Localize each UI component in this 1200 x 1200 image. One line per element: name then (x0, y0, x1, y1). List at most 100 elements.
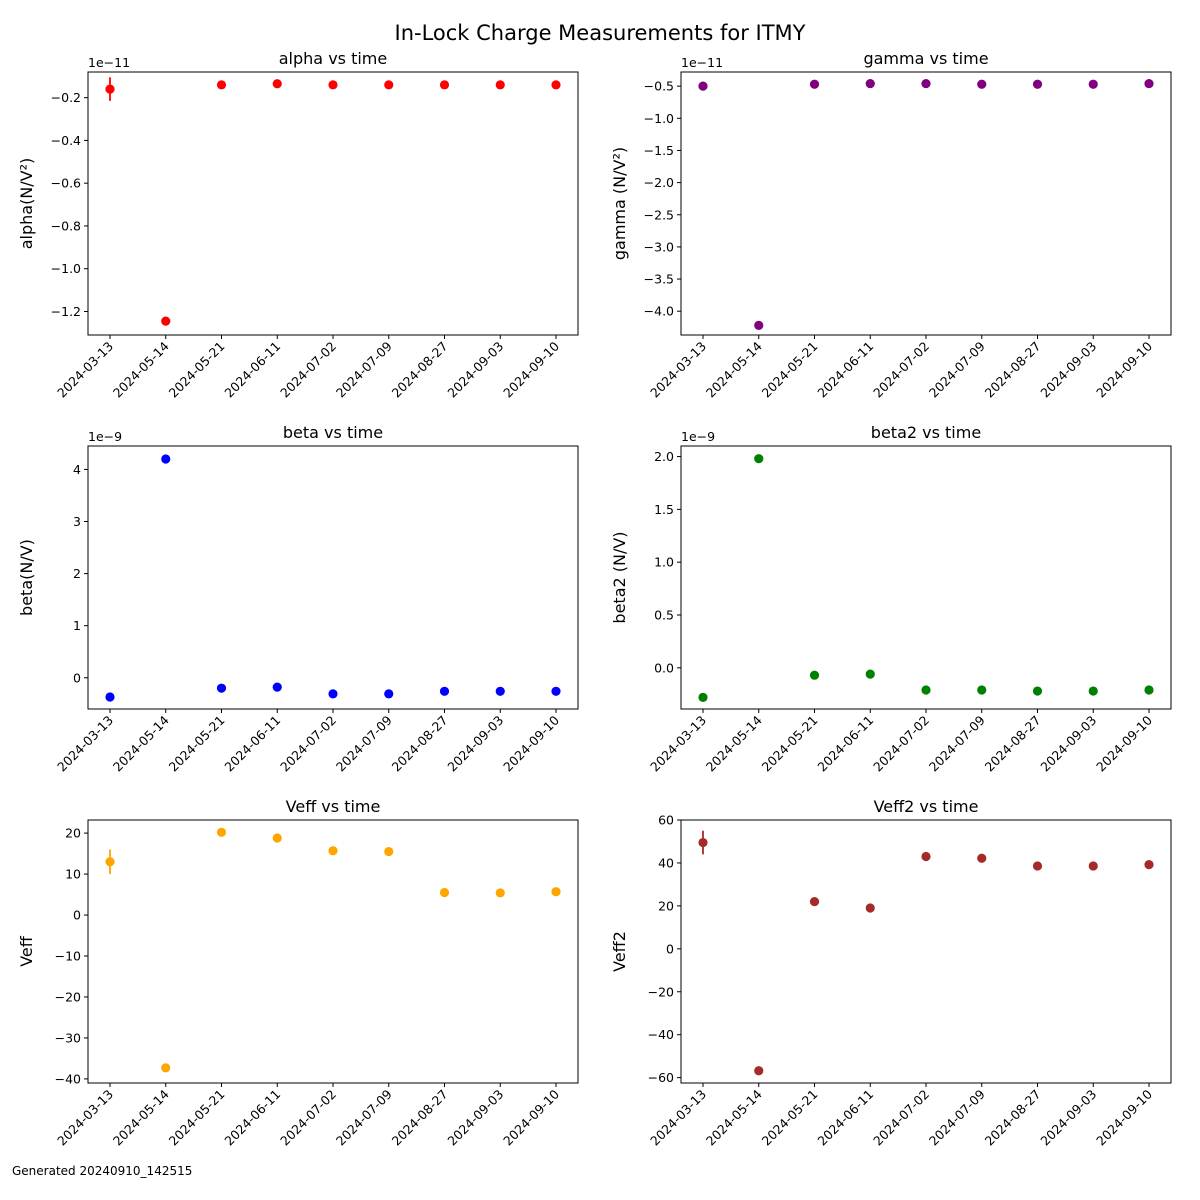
y-tick-label: −2.0 (644, 175, 674, 190)
x-tick-label: 2024-05-14 (110, 712, 172, 774)
subplot-title: beta vs time (283, 423, 383, 442)
y-tick-label: 4 (73, 462, 81, 477)
y-axis-label: Veff2 (610, 931, 629, 972)
data-point (754, 454, 764, 464)
x-tick-label: 2024-07-02 (870, 339, 932, 401)
data-point (495, 686, 505, 696)
y-tick-label: 40 (658, 855, 674, 870)
y-tick-label: −0.8 (51, 218, 81, 233)
subplot-title: gamma vs time (863, 49, 988, 68)
subplot-title: Veff vs time (286, 797, 381, 816)
x-tick-label: 2024-07-02 (277, 713, 339, 775)
data-point (495, 80, 505, 90)
x-tick-label: 2024-09-03 (1037, 1087, 1099, 1149)
x-tick-label: 2024-09-03 (1037, 713, 1099, 775)
x-tick-label: 2024-06-11 (814, 1087, 876, 1149)
x-tick-label: 2024-09-03 (444, 339, 506, 401)
subplot-title: Veff2 vs time (874, 797, 979, 816)
plot-frame (87, 71, 579, 336)
y-tick-label: 20 (65, 826, 81, 841)
x-tick-label: 2024-07-02 (277, 1087, 339, 1149)
data-point (216, 80, 227, 90)
data-point (1144, 860, 1154, 870)
data-point (1144, 78, 1154, 89)
plot-frame (87, 819, 579, 1084)
data-point (809, 79, 820, 89)
subplot-2: gamma vs time 1e−11 gamma (N/V²) −0.5 −1.0 −1… (610, 49, 1172, 401)
data-point (551, 686, 561, 696)
x-tick-label: 2024-06-11 (814, 713, 876, 775)
axis-offset-label: 1e−9 (88, 429, 122, 444)
data-point (105, 857, 115, 867)
y-tick-label: −30 (55, 1030, 81, 1045)
y-tick-label: 1 (73, 618, 81, 633)
plot-frame (680, 445, 1172, 710)
x-tick-label: 2024-05-14 (703, 338, 765, 400)
y-axis-label: Veff (17, 935, 36, 967)
plot-frame (680, 819, 1172, 1084)
data-point (1088, 686, 1098, 696)
data-point (328, 80, 338, 90)
axis-offset-label: 1e−11 (681, 55, 723, 70)
x-tick-label: 2024-05-14 (110, 1086, 172, 1148)
data-point (272, 833, 282, 843)
y-tick-label: 1.5 (654, 502, 674, 517)
data-point (216, 827, 227, 837)
data-point (495, 888, 505, 898)
y-tick-label: 0 (73, 908, 81, 923)
figure-title: In-Lock Charge Measurements for ITMY (395, 21, 806, 45)
y-axis-label: alpha(N/V²) (17, 158, 36, 250)
data-point (921, 851, 931, 862)
x-tick-label: 2024-08-27 (982, 713, 1044, 775)
subplot-grid: alpha vs time 1e−11 alpha(N/V²) −0.2 −0.4 −0.… (17, 49, 1172, 1149)
data-point (698, 837, 708, 848)
x-tick-label: 2024-08-27 (982, 339, 1044, 401)
data-point (551, 80, 561, 90)
x-tick-label: 2024-09-03 (444, 713, 506, 775)
data-point (1088, 79, 1098, 89)
y-tick-label: 60 (658, 813, 674, 828)
y-axis-label: beta2 (N/V) (610, 531, 629, 623)
data-point (754, 320, 764, 330)
y-tick-label: −0.6 (51, 176, 81, 191)
y-tick-label: −1.0 (644, 111, 674, 126)
y-tick-label: −0.5 (644, 79, 674, 94)
y-tick-label: −40 (648, 1027, 674, 1042)
x-tick-label: 2024-09-10 (500, 1086, 562, 1148)
x-tick-label: 2024-08-27 (982, 1087, 1044, 1149)
x-tick-label: 2024-06-11 (221, 339, 283, 401)
data-point (384, 846, 394, 857)
x-tick-label: 2024-05-14 (703, 1086, 765, 1148)
axis-offset-label: 1e−11 (88, 55, 130, 70)
y-tick-label: −40 (55, 1071, 81, 1086)
data-point (809, 896, 820, 907)
x-tick-label: 2024-05-21 (759, 1087, 821, 1149)
x-tick-label: 2024-07-02 (870, 713, 932, 775)
data-point (272, 682, 282, 692)
y-tick-label: −1.0 (51, 261, 81, 276)
data-point (551, 887, 561, 897)
x-tick-label: 2024-09-10 (1093, 712, 1155, 774)
subplot-title: alpha vs time (279, 49, 387, 68)
data-point (977, 685, 987, 695)
data-point (384, 689, 394, 699)
x-tick-label: 2024-05-14 (110, 338, 172, 400)
x-tick-label: 2024-05-21 (759, 339, 821, 401)
x-tick-label: 2024-06-11 (814, 339, 876, 401)
x-tick-label: 2024-07-09 (926, 712, 988, 774)
data-point (865, 903, 875, 913)
y-tick-label: 2 (73, 566, 81, 581)
data-point (977, 79, 987, 89)
data-point (977, 853, 987, 863)
subplot-1: alpha vs time 1e−11 alpha(N/V²) −0.2 −0.4 −0.… (17, 49, 579, 401)
x-tick-label: 2024-08-27 (389, 713, 451, 775)
y-axis-label: beta(N/V) (17, 539, 36, 616)
x-tick-label: 2024-09-03 (444, 1087, 506, 1149)
data-point (1144, 685, 1154, 695)
x-tick-label: 2024-09-10 (1093, 1086, 1155, 1148)
y-tick-label: −2.5 (644, 207, 674, 222)
subplot-5: Veff vs time Veff 20 10 0 −10 −20 −30 −402024-03… (17, 797, 579, 1149)
y-tick-label: 3 (73, 514, 81, 529)
x-tick-label: 2024-07-09 (333, 1086, 395, 1148)
